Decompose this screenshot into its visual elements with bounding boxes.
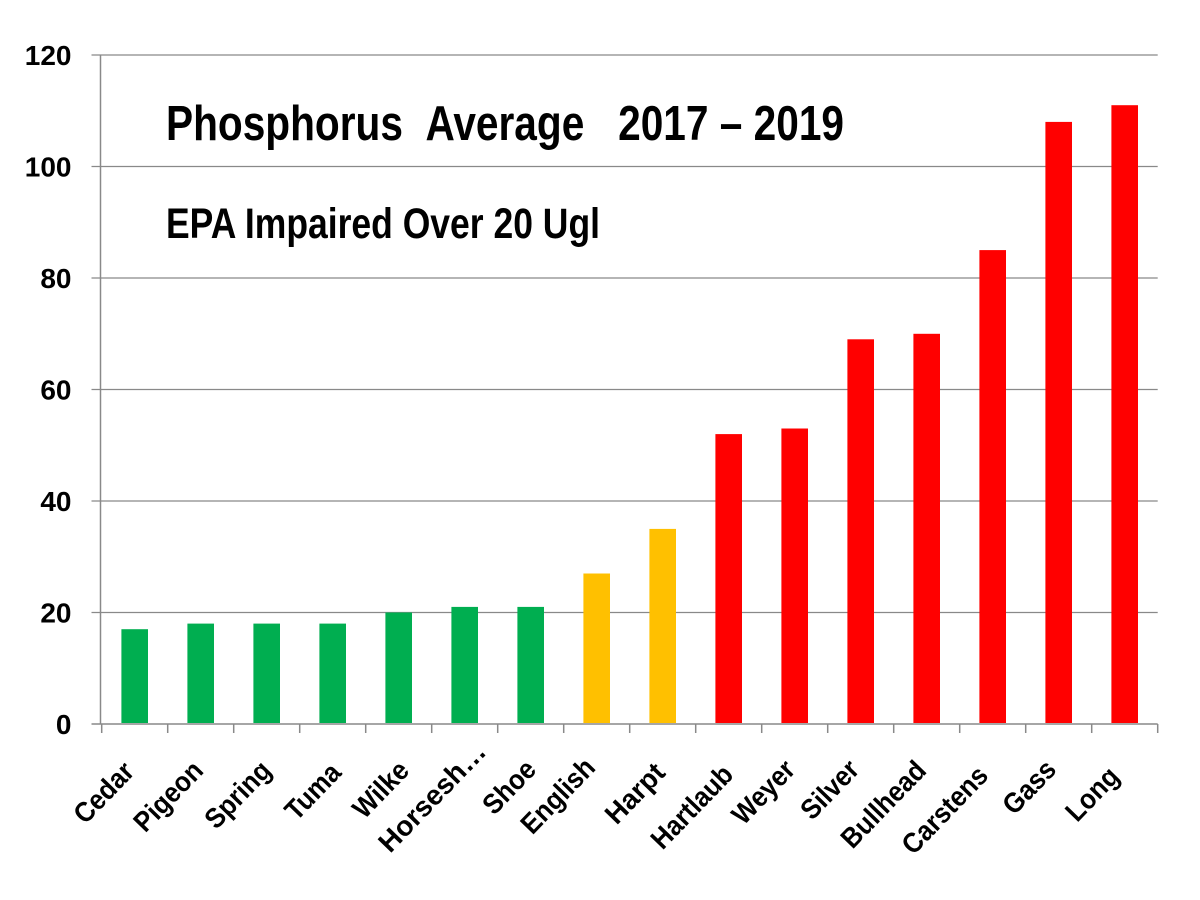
svg-text:20: 20 (40, 597, 71, 628)
svg-text:Phosphorus Average 2017 – 2: Phosphorus Average 2017 – 2019 (166, 97, 844, 151)
svg-text:100: 100 (25, 151, 72, 182)
svg-text:80: 80 (40, 263, 71, 294)
svg-text:120: 120 (25, 40, 72, 71)
svg-text:0: 0 (56, 709, 72, 740)
svg-text:EPA Impaired Over 20 Ugl: EPA Impaired Over 20 Ugl (166, 201, 600, 248)
svg-text:40: 40 (40, 486, 71, 517)
svg-text:60: 60 (40, 374, 71, 405)
